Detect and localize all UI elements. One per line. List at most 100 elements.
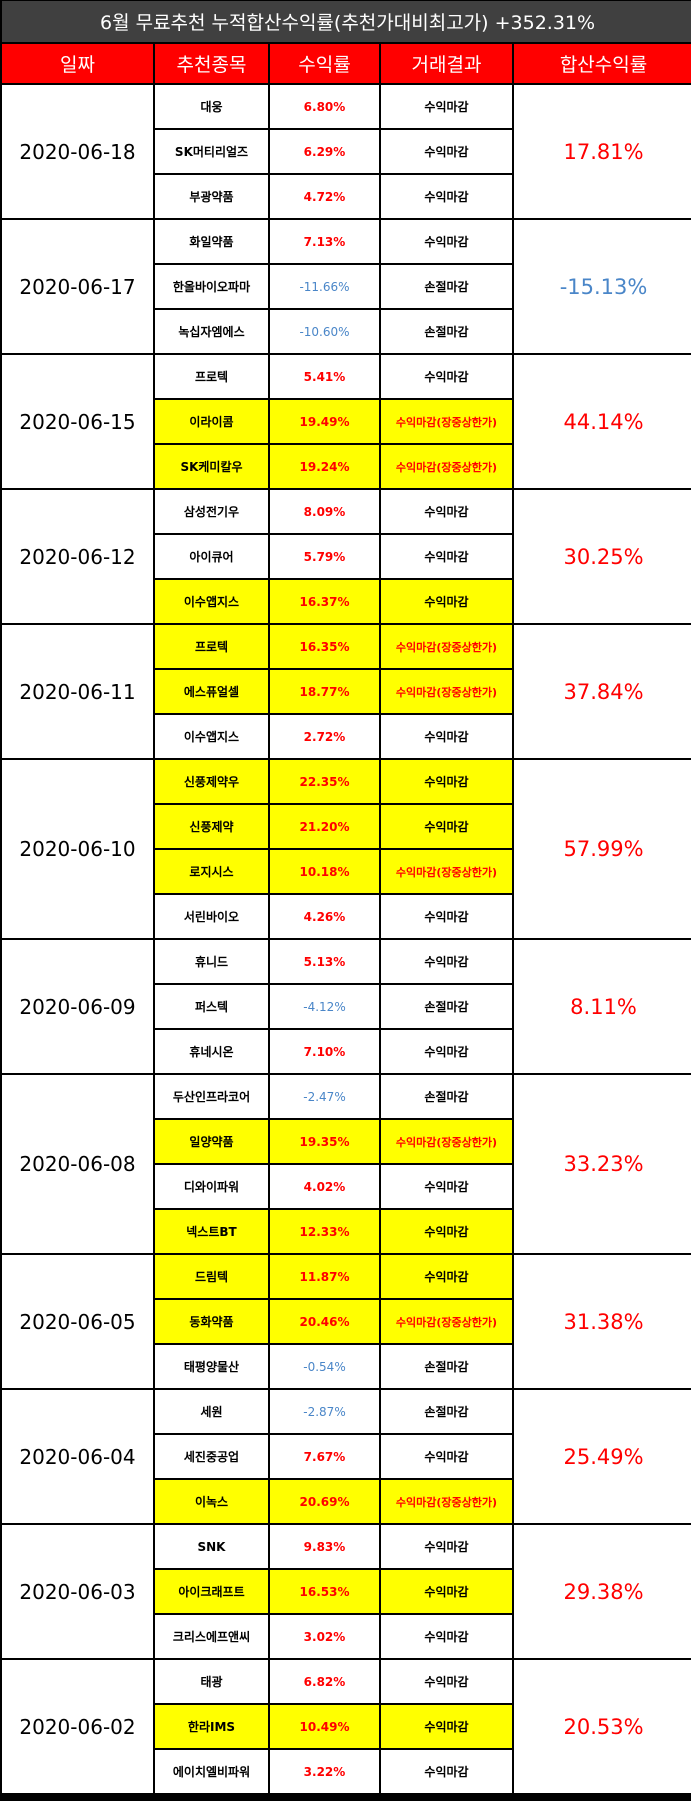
rate-cell: 20.69%: [270, 1480, 379, 1523]
result-cell: 수익마감: [381, 1255, 512, 1298]
rate-cell: 16.53%: [270, 1570, 379, 1613]
stock-name-cell: 동화약품: [155, 1300, 268, 1343]
rate-cell: 6.82%: [270, 1660, 379, 1703]
group-total-cell: 30.25%: [514, 490, 691, 623]
rate-cell: 6.80%: [270, 85, 379, 128]
table-row: 2020-06-04 세원 -2.87% 손절마감 25.49%: [2, 1390, 691, 1523]
result-cell: 수익마감: [381, 130, 512, 173]
stock-name-cell: 프로텍: [155, 355, 268, 398]
table-row: 신풍제약 21.20% 수익마감: [2, 805, 691, 848]
result-cell: 수익마감: [381, 1165, 512, 1208]
group-total-cell: 57.99%: [514, 760, 691, 938]
stock-name-cell: 한올바이오파마: [155, 265, 268, 308]
rate-cell: -2.47%: [270, 1075, 379, 1118]
stock-name-cell: 이라이콤: [155, 400, 268, 443]
rate-cell: 10.18%: [270, 850, 379, 893]
stock-name-cell: 드림텍: [155, 1255, 268, 1298]
result-cell: 손절마감: [381, 1390, 512, 1433]
group-total-cell: 17.81%: [514, 85, 691, 218]
result-cell: 수익마감(장중상한가): [381, 670, 512, 713]
table-row: 2020-06-09 휴니드 5.13% 수익마감 8.11%: [2, 940, 691, 1073]
table-row: 크리스에프앤씨 3.02% 수익마감: [2, 1615, 691, 1658]
stock-name-cell: 휴네시온: [155, 1030, 268, 1073]
table-row: 2020-06-18 대웅 6.80% 수익마감 17.81%: [2, 85, 691, 218]
result-cell: 수익마감(장중상한가): [381, 400, 512, 443]
stock-name-cell: 이수앱지스: [155, 580, 268, 623]
table-row: 넥스트BT 12.33% 수익마감: [2, 1210, 691, 1253]
table-row: 디와이파워 4.02% 수익마감: [2, 1165, 691, 1208]
rate-cell: 19.35%: [270, 1120, 379, 1163]
title-row: 6월 무료추천 누적합산수익률(추천가대비최고가) +352.31%: [2, 1, 691, 42]
group-total-cell: 8.11%: [514, 940, 691, 1073]
table-row: 2020-06-08 두산인프라코어 -2.47% 손절마감 33.23%: [2, 1075, 691, 1253]
table-row: 2020-06-02 태광 6.82% 수익마감 20.53%: [2, 1660, 691, 1793]
result-cell: 수익마감: [381, 1750, 512, 1793]
stock-name-cell: 이녹스: [155, 1480, 268, 1523]
rate-cell: 18.77%: [270, 670, 379, 713]
date-cell: 2020-06-09: [2, 940, 153, 1073]
result-cell: 손절마감: [381, 265, 512, 308]
result-cell: 수익마감: [381, 1705, 512, 1748]
result-cell: 수익마감: [381, 1615, 512, 1658]
table-row: 이수앱지스 16.37% 수익마감: [2, 580, 691, 623]
group-total-cell: 44.14%: [514, 355, 691, 488]
result-cell: 수익마감: [381, 715, 512, 758]
stock-name-cell: 프로텍: [155, 625, 268, 668]
date-cell: 2020-06-12: [2, 490, 153, 623]
stock-name-cell: 태평양물산: [155, 1345, 268, 1388]
stock-name-cell: 일양약품: [155, 1120, 268, 1163]
result-cell: 손절마감: [381, 310, 512, 353]
result-cell: 수익마감: [381, 805, 512, 848]
result-cell: 수익마감(장중상한가): [381, 1120, 512, 1163]
stock-name-cell: 퍼스텍: [155, 985, 268, 1028]
rate-cell: 7.13%: [270, 220, 379, 263]
rate-cell: 9.83%: [270, 1525, 379, 1568]
rate-cell: 16.37%: [270, 580, 379, 623]
result-cell: 수익마감: [381, 1210, 512, 1253]
stock-name-cell: 두산인프라코어: [155, 1075, 268, 1118]
stock-name-cell: 넥스트BT: [155, 1210, 268, 1253]
table-title: 6월 무료추천 누적합산수익률(추천가대비최고가) +352.31%: [2, 1, 691, 42]
group-total-cell: -15.13%: [514, 220, 691, 353]
group-total-cell: 33.23%: [514, 1075, 691, 1253]
table-row: 2020-06-15 프로텍 5.41% 수익마감 44.14%: [2, 355, 691, 488]
date-cell: 2020-06-05: [2, 1255, 153, 1388]
rate-cell: 6.29%: [270, 130, 379, 173]
stock-name-cell: 아이큐어: [155, 535, 268, 578]
header-row: 일짜 추천종목 수익률 거래결과 합산수익률: [2, 44, 691, 83]
rate-cell: -11.66%: [270, 265, 379, 308]
date-cell: 2020-06-15: [2, 355, 153, 488]
rate-cell: 3.22%: [270, 1750, 379, 1793]
result-cell: 수익마감: [381, 220, 512, 263]
result-cell: 수익마감(장중상한가): [381, 850, 512, 893]
group-total-cell: 37.84%: [514, 625, 691, 758]
rate-cell: 11.87%: [270, 1255, 379, 1298]
table-row: 휴네시온 7.10% 수익마감: [2, 1030, 691, 1073]
stock-name-cell: 크리스에프앤씨: [155, 1615, 268, 1658]
table-row: 일양약품 19.35% 수익마감(장중상한가): [2, 1120, 691, 1163]
stock-name-cell: 디와이파워: [155, 1165, 268, 1208]
rate-cell: 22.35%: [270, 760, 379, 803]
stock-name-cell: SK머티리얼즈: [155, 130, 268, 173]
rate-cell: 8.09%: [270, 490, 379, 533]
table-row: 이라이콤 19.49% 수익마감(장중상한가): [2, 400, 691, 443]
rate-cell: 10.49%: [270, 1705, 379, 1748]
header-total: 합산수익률: [514, 44, 691, 83]
rate-cell: 5.41%: [270, 355, 379, 398]
table-row: 아이큐어 5.79% 수익마감: [2, 535, 691, 578]
table-row: 퍼스텍 -4.12% 손절마감: [2, 985, 691, 1028]
rate-cell: -0.54%: [270, 1345, 379, 1388]
result-cell: 수익마감: [381, 1660, 512, 1703]
result-cell: 수익마감: [381, 490, 512, 533]
table-row: 이녹스 20.69% 수익마감(장중상한가): [2, 1480, 691, 1523]
result-cell: 수익마감: [381, 1030, 512, 1073]
table-row: 로지시스 10.18% 수익마감(장중상한가): [2, 850, 691, 893]
group-total-cell: 25.49%: [514, 1390, 691, 1523]
stock-name-cell: 서린바이오: [155, 895, 268, 938]
stock-name-cell: SNK: [155, 1525, 268, 1568]
rate-cell: 20.46%: [270, 1300, 379, 1343]
rate-cell: 12.33%: [270, 1210, 379, 1253]
table-row: 이수앱지스 2.72% 수익마감: [2, 715, 691, 758]
